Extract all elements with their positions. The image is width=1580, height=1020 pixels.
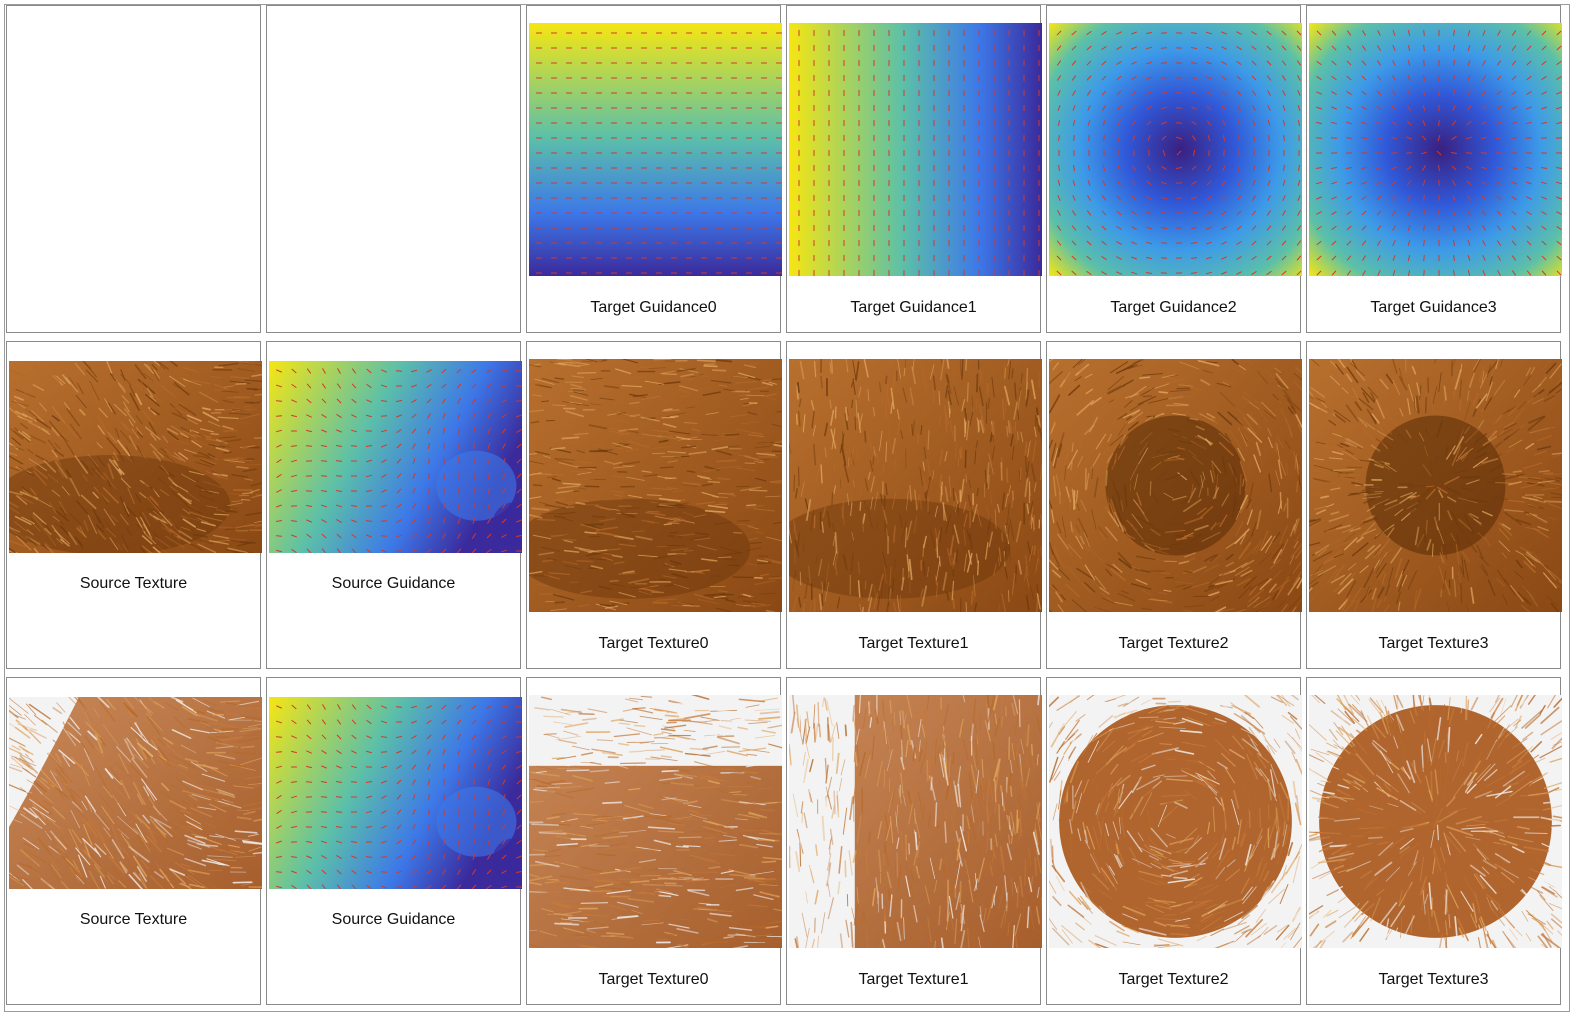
gallery-cell: Target Texture2 [1046, 677, 1302, 1005]
empty-cell [266, 5, 521, 333]
gallery-cell: Target Texture0 [526, 341, 782, 669]
fur-strands [1049, 695, 1302, 948]
fur-a-radial-image [1309, 359, 1562, 612]
gallery-cell: Source Guidance [266, 677, 522, 1005]
fur-b-swirl-image [1049, 695, 1302, 948]
fur-a-horizontal-image [529, 359, 782, 612]
fur-strands [9, 361, 262, 553]
gallery-cell: Target Guidance2 [1046, 5, 1302, 333]
src-guide-b-image [269, 697, 522, 889]
fur-strands [1309, 359, 1562, 612]
image-caption: Target Texture3 [1378, 635, 1489, 652]
image-caption: Target Texture2 [1118, 971, 1229, 988]
fur-strands [789, 695, 1042, 948]
image-caption: Target Guidance3 [1370, 299, 1497, 316]
fur-strands [1049, 359, 1302, 612]
image-caption: Target Texture1 [858, 971, 969, 988]
gallery-cell: Source Texture [6, 677, 262, 1005]
image-caption: Source Guidance [331, 911, 456, 928]
image-caption: Target Guidance2 [1110, 299, 1237, 316]
gallery-cell: Target Guidance1 [786, 5, 1042, 333]
image-caption: Target Texture0 [598, 971, 709, 988]
orientation-arrows [1315, 29, 1562, 276]
image-caption: Source Texture [79, 575, 188, 592]
fur-strands [789, 359, 1042, 612]
image-caption: Target Texture3 [1378, 971, 1489, 988]
gallery-cell: Target Texture3 [1306, 677, 1562, 1005]
guide-h-image [529, 23, 782, 276]
fur-a-swirl-image [1049, 359, 1302, 612]
image-gallery: Target Guidance0 Target Guidance1 Target G… [4, 4, 1570, 1012]
src-fur-b-image [9, 697, 262, 889]
orientation-arrows [798, 29, 1040, 276]
guide-v-image [789, 23, 1042, 276]
image-caption: Source Texture [79, 911, 188, 928]
gallery-cell: Target Texture3 [1306, 341, 1562, 669]
gallery-cell: Target Guidance3 [1306, 5, 1562, 333]
fur-strands [529, 695, 782, 948]
src-fur-a-image [9, 361, 262, 553]
fur-disc [1059, 705, 1292, 938]
fur-b-vertical-image [789, 695, 1042, 948]
empty-cell [6, 5, 261, 333]
guide-radial-image [1309, 23, 1562, 276]
gallery-cell: Target Texture1 [786, 677, 1042, 1005]
orientation-arrows [275, 368, 522, 553]
fur-b-horizontal-image [529, 695, 782, 948]
gallery-cell: Target Guidance0 [526, 5, 782, 333]
image-caption: Target Guidance0 [590, 299, 717, 316]
gallery-row: Target Guidance0 Target Guidance1 Target G… [5, 5, 1569, 333]
orientation-arrows [1056, 30, 1302, 276]
orientation-arrows [535, 32, 782, 274]
gallery-cell: Target Texture2 [1046, 341, 1302, 669]
white-patch [789, 695, 855, 948]
fur-strands [1309, 695, 1562, 948]
guide-swirl-image [1049, 23, 1302, 276]
image-caption: Target Guidance1 [850, 299, 977, 316]
gallery-cell: Source Guidance [266, 341, 522, 669]
fur-b-radial-image [1309, 695, 1562, 948]
src-guide-a-image [269, 361, 522, 553]
gallery-cell: Target Texture0 [526, 677, 782, 1005]
orientation-arrows [275, 704, 522, 889]
image-caption: Source Guidance [331, 575, 456, 592]
image-caption: Target Texture1 [858, 635, 969, 652]
fur-a-vertical-image [789, 359, 1042, 612]
image-caption: Target Texture2 [1118, 635, 1229, 652]
gallery-row: Source Texture Source Guidance Target Text… [5, 341, 1569, 669]
gallery-cell: Target Texture1 [786, 341, 1042, 669]
gallery-row: Source Texture Source Guidance Target Text… [5, 677, 1569, 1005]
fur-strands [529, 359, 782, 612]
gallery-cell: Source Texture [6, 341, 262, 669]
fur-strands [9, 697, 262, 889]
image-caption: Target Texture0 [598, 635, 709, 652]
